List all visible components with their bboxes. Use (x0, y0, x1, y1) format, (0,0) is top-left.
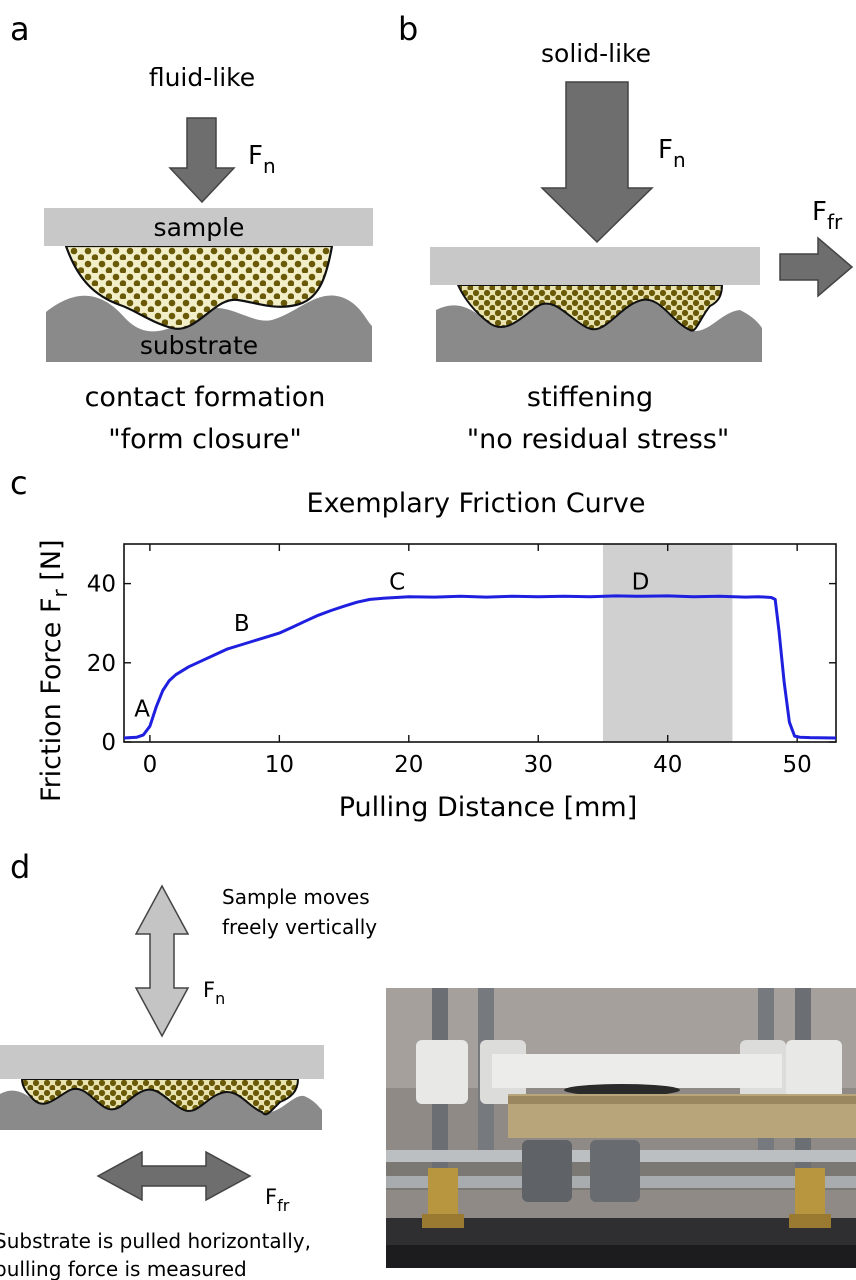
panel-b-granular-layer (456, 284, 724, 332)
annotation-a: A (134, 696, 150, 722)
x-tick-label: 20 (394, 752, 423, 778)
panel-b-substrate (436, 299, 762, 362)
panel-a-force-label: F (248, 141, 263, 171)
panel-d-normal-force-sub: n (215, 989, 225, 1008)
panel-a-letter: a (10, 10, 30, 48)
panel-b-letter: b (398, 10, 418, 48)
y-tick-label: 40 (87, 572, 116, 598)
panel-b-friction-force-label: F (812, 197, 827, 227)
horizontal-double-arrow-icon (96, 1150, 252, 1202)
chart-y-axis-label: Friction Force Fr [N] (36, 539, 72, 802)
panel-d-note-bottom-line2: pulling force is measured (0, 1257, 247, 1280)
panel-a-state-label: fluid-like (149, 63, 255, 92)
y-tick-label: 20 (87, 651, 116, 677)
svg-text:Fn: Fn (658, 135, 686, 172)
panel-d-note-bottom-line1: Substrate is pulled horizontally, (0, 1229, 311, 1253)
panel-b-sample-plate (430, 247, 760, 285)
panel-a-sample-label: sample (154, 213, 245, 242)
panel-b-normal-force-arrow-icon (540, 81, 654, 244)
panel-a-substrate (46, 295, 372, 362)
chart-y-label-main: Friction Force F (36, 598, 67, 802)
friction-chart: 0 10 20 30 40 50 0 20 40 A B C D (87, 543, 837, 778)
panel-b: b solid-like Fn Ffr stiffening "no resid… (398, 10, 854, 455)
panel-d-normal-force-label: F (203, 978, 215, 1002)
panel-d-note-top-line2: freely vertically (222, 915, 377, 939)
friction-curve-line (123, 594, 837, 740)
x-tick-label: 50 (783, 752, 812, 778)
panel-d-letter: d (10, 848, 30, 886)
panel-a-sample-plate (44, 208, 373, 246)
panel-b-friction-force-sub: fr (827, 210, 843, 234)
chart-y-label-sub: r (48, 589, 72, 598)
panel-b-caption-line2: "no residual stress" (467, 424, 730, 455)
x-tick-label: 10 (265, 752, 294, 778)
x-tick-label: 30 (524, 752, 553, 778)
panel-b-caption-line1: stiffening (527, 382, 653, 413)
annotation-d: D (632, 570, 650, 596)
panel-a-caption-line1: contact formation (85, 382, 326, 413)
annotation-b: B (234, 611, 250, 637)
panel-d-note-top-line1: Sample moves (222, 885, 370, 909)
panel-d-substrate (0, 1088, 322, 1130)
panel-d: d Sample moves freely vertically Fn Ffr … (0, 848, 856, 1280)
plot-frame (123, 543, 837, 743)
panel-d-friction-force-label: F (265, 1185, 277, 1209)
panel-d-friction-force-sub: fr (277, 1196, 290, 1215)
x-tick-label: 0 (143, 752, 158, 778)
vertical-double-arrow-icon (134, 884, 190, 1038)
panel-a-force-sub: n (263, 154, 276, 178)
x-tick-label: 40 (653, 752, 682, 778)
panel-b-normal-force-label: F (658, 135, 673, 165)
panel-b-state-label: solid-like (541, 39, 651, 68)
friction-force-arrow-icon (779, 236, 854, 298)
annotation-c: C (389, 570, 405, 596)
panel-c: c Exemplary Friction Curve 0 10 20 30 40 50 0 2… (10, 464, 837, 823)
svg-text:Fn: Fn (248, 141, 276, 178)
chart-y-label-unit: [N] (36, 539, 67, 589)
panel-a: a fluid-like Fn sample substrate contact… (10, 10, 373, 455)
panel-b-normal-force-sub: n (673, 148, 686, 172)
chart-title: Exemplary Friction Curve (307, 488, 646, 519)
svg-text:Fn: Fn (203, 978, 225, 1008)
y-tick-label: 0 (101, 730, 116, 756)
panel-a-caption-line2: "form closure" (108, 424, 302, 455)
svg-text:Ffr: Ffr (265, 1185, 290, 1215)
chart-x-axis-label: Pulling Distance [mm] (339, 792, 638, 823)
panel-d-sample-plate (0, 1045, 324, 1079)
panel-a-granular-layer (64, 244, 334, 330)
normal-force-arrow-icon (168, 117, 236, 204)
test-rig-photo (386, 988, 856, 1268)
panel-d-granular-layer (20, 1078, 300, 1116)
svg-text:Ffr: Ffr (812, 197, 843, 234)
panel-c-letter: c (10, 464, 28, 502)
panel-a-substrate-label: substrate (140, 331, 258, 360)
shaded-region (602, 544, 733, 742)
